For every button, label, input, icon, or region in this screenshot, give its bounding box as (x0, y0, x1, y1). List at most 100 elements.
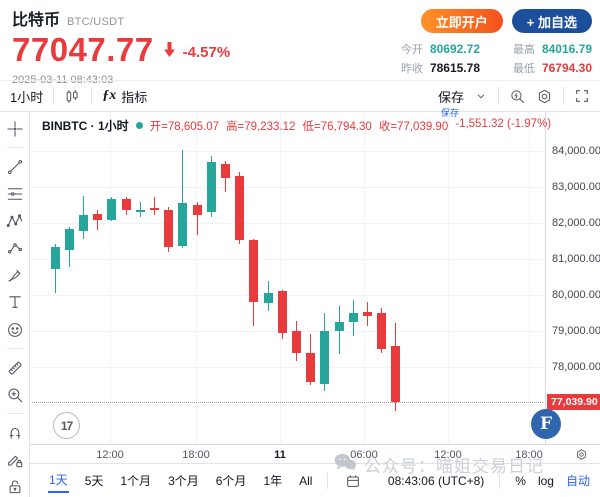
h-gridline (32, 367, 543, 369)
candle-body (107, 198, 117, 220)
time-tick-label: 18:00 (182, 449, 210, 461)
quote-stat: 今开 80692.72 (362, 41, 480, 57)
h-gridline (32, 331, 543, 333)
lock-icon[interactable] (5, 478, 25, 497)
chevron-down-icon[interactable] (474, 89, 488, 103)
log-scale-toggle[interactable]: log (537, 473, 554, 488)
h-gridline (32, 295, 543, 297)
last-price-line (32, 402, 543, 404)
indicators-button[interactable]: ƒx 指标 (102, 87, 147, 106)
range-6个月[interactable]: 6个月 (215, 474, 247, 488)
ruler-icon[interactable] (5, 358, 25, 377)
candle-body (64, 229, 74, 251)
candle-body (93, 214, 103, 221)
price-axis[interactable]: 84,000.00 83,000.00 82,000.00 81,000.00 80,0… (545, 112, 600, 444)
crosshair-icon[interactable] (5, 119, 25, 138)
candle-body (348, 312, 358, 323)
h-gridline (32, 186, 543, 188)
go-to-date-icon[interactable] (345, 473, 361, 489)
time-axis[interactable]: 12:00 18:00 11 06:00 12:00 18:00 (30, 444, 600, 463)
zoom-in-icon[interactable] (5, 385, 25, 404)
drawing-lock-icon[interactable] (5, 451, 25, 470)
header-actions: 立即开户 + 加自选 今开 80692.72 最高 84016.79 昨收 7861… (362, 9, 592, 76)
candle-body (291, 331, 301, 353)
time-axis-gear-icon[interactable] (575, 448, 588, 466)
time-tick-label: 06:00 (350, 449, 378, 461)
candle-body (178, 203, 188, 247)
chart-legend[interactable]: BINBTC · 1小时 开=78,605.07 高=79,233.12 低=76,… (42, 117, 551, 134)
legend-ohlc-item: 高=79,233.12 (226, 120, 296, 133)
sidebar-divider (6, 348, 23, 350)
sidebar-divider (6, 413, 23, 415)
add-watchlist-button[interactable]: + 加自选 (511, 9, 592, 33)
save-button[interactable]: 保存 保存 (437, 89, 464, 118)
chart-style-candles-icon[interactable] (64, 88, 81, 105)
price-tick-label: 79,000.00 (552, 325, 600, 338)
stat-label: 最低 (512, 63, 535, 75)
candle-body (135, 209, 145, 213)
time-tick-label: 12:00 (96, 449, 124, 461)
bottom-bar-divider (499, 472, 501, 489)
fullscreen-icon[interactable] (574, 88, 590, 104)
candle-body (277, 291, 287, 333)
v-gridline (529, 112, 530, 444)
range-buttons: 1天 5天 1个月 3个月 6个月 1年 All (48, 468, 313, 493)
range-All[interactable]: All (299, 473, 313, 488)
forecast-icon[interactable] (5, 239, 25, 258)
candle-body (306, 353, 316, 383)
brush-icon[interactable] (5, 266, 25, 285)
text-icon[interactable] (5, 293, 25, 312)
chart-plot[interactable]: 17 (32, 112, 543, 444)
candle-wick (139, 202, 141, 218)
legend-change: -1,551.32 (-1.97%) (455, 117, 552, 130)
auto-scale-toggle[interactable]: 自动 (565, 474, 590, 488)
indicators-label: 指标 (121, 89, 148, 105)
range-5天[interactable]: 5天 (84, 474, 104, 488)
range-1年[interactable]: 1年 (263, 474, 283, 488)
magnet-icon[interactable] (5, 423, 25, 442)
last-price-tag: 77,039.90 (547, 394, 600, 411)
interval-button[interactable]: 1小时 (10, 89, 44, 105)
price-tick-label: 78,000.00 (552, 361, 600, 374)
legend-ohlc-item: 低=76,794.30 (302, 120, 372, 133)
range-1天[interactable]: 1天 (48, 468, 69, 493)
candle-body (220, 164, 230, 178)
candle-body (391, 345, 401, 403)
price-tick-label: 82,000.00 (552, 216, 600, 229)
pattern-icon[interactable] (5, 211, 25, 230)
range-bottom-bar: 1天 5天 1个月 3个月 6个月 1年 All 08:43:06 (UTC+8) % lo… (30, 463, 600, 497)
quote-stat: 昨收 78615.78 (362, 60, 480, 76)
emoji-icon[interactable] (5, 320, 25, 339)
stat-value: 80692.72 (429, 42, 480, 56)
toolbar-divider (563, 87, 564, 105)
candle-wick (153, 197, 155, 216)
symbol-pair: BTC/USDT (67, 16, 125, 28)
stat-label: 今开 (400, 44, 423, 56)
open-account-button[interactable]: 立即开户 (420, 9, 503, 33)
range-3个月[interactable]: 3个月 (168, 474, 199, 488)
v-gridline (196, 112, 197, 444)
floating-brand-button[interactable]: F (531, 409, 561, 439)
trendline-icon[interactable] (5, 157, 25, 176)
timezone-timestamp[interactable]: 08:43:06 (UTC+8) (387, 473, 485, 488)
candle-wick (182, 150, 184, 249)
settings-gear-icon[interactable] (536, 88, 553, 105)
candle-body (149, 207, 159, 211)
last-price: 77047.77 (12, 31, 154, 68)
range-1个月[interactable]: 1个月 (120, 474, 152, 488)
candle-body (249, 240, 259, 302)
price-tick-label: 80,000.00 (552, 289, 600, 302)
fib-retracement-icon[interactable] (5, 184, 25, 203)
candle-body (78, 215, 88, 232)
candle-body (320, 331, 330, 385)
price-tick-label: 83,000.00 (552, 180, 600, 193)
h-gridline (32, 150, 543, 152)
quick-search-icon[interactable] (509, 88, 526, 105)
percent-scale-toggle[interactable]: % (515, 473, 526, 488)
legend-ohlc-item: 开=78,605.07 (149, 120, 220, 133)
v-gridline (280, 112, 281, 444)
quote-stat: 最高 84016.79 (480, 41, 592, 57)
tradingview-logo[interactable]: 17 (53, 412, 80, 439)
time-axis-labels: 12:00 18:00 11 06:00 12:00 18:00 (32, 445, 545, 464)
